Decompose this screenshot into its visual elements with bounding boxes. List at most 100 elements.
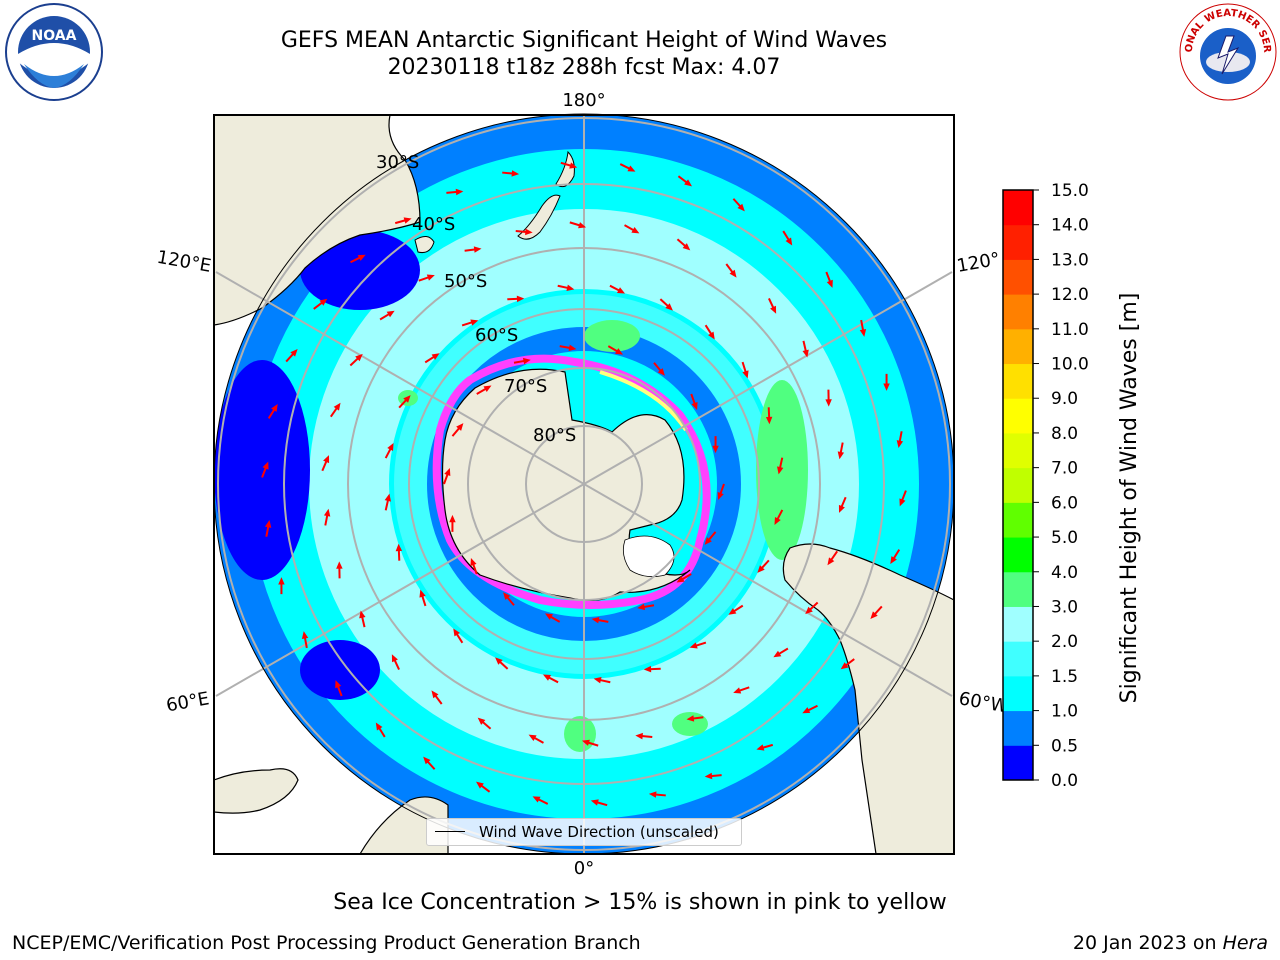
colorbar-segment	[1003, 294, 1033, 330]
colorbar-tick-label: 0.0	[1051, 771, 1078, 791]
wind-wave-arrow	[513, 357, 531, 365]
wind-wave-arrow	[321, 455, 330, 472]
wind-wave-arrow	[477, 717, 492, 730]
wind-wave-arrow	[329, 402, 341, 418]
wind-wave-arrow	[264, 519, 272, 537]
legend-line-sample	[435, 831, 465, 832]
wind-wave-arrow	[704, 324, 715, 340]
chart-subtitle: 20230118 t18z 288h fcst Max: 4.07	[387, 55, 781, 80]
wind-wave-arrow	[375, 722, 386, 738]
wind-wave-arrow	[825, 271, 833, 288]
colorbar-tick-label: 9.0	[1051, 389, 1078, 409]
wind-wave-arrow	[899, 490, 907, 507]
wind-wave-arrow	[725, 263, 737, 278]
wind-wave-arrow	[896, 431, 904, 449]
wind-wave-arrow	[394, 217, 412, 225]
wind-wave-arrow	[391, 654, 400, 671]
colorbar-tick-label: 1.5	[1051, 667, 1078, 687]
sea-ice-note: Sea Ice Concentration > 15% is shown in …	[333, 890, 947, 915]
lon-label-180: 180°	[562, 90, 605, 111]
wind-wave-arrow	[591, 617, 609, 624]
colorbar-frame	[1002, 189, 1034, 781]
wind-wave-arrow	[704, 772, 722, 780]
nws-logo: NATIONAL WEATHER SERVICE	[1178, 2, 1277, 101]
lon-label-0: 0°	[574, 858, 594, 879]
noaa-logo: NOAA	[5, 3, 103, 101]
wind-wave-arrow	[419, 589, 427, 607]
wind-wave-arrow	[624, 224, 640, 234]
colorbar-tick-label: 6.0	[1051, 493, 1078, 513]
wind-wave-arrow	[476, 385, 492, 395]
wind-wave-arrow	[515, 228, 533, 236]
wind-wave-arrow	[451, 423, 464, 437]
wind-wave-arrow	[336, 561, 343, 579]
wind-wave-arrow	[676, 573, 692, 583]
colorbar-segment	[1003, 224, 1033, 260]
lat-label-50s: 50°S	[444, 271, 487, 292]
colorbar-segment	[1003, 537, 1033, 573]
colorbar-segment	[1003, 641, 1033, 677]
wind-wave-arrow	[560, 161, 578, 169]
wind-wave-arrow	[805, 601, 819, 615]
wind-wave-arrow	[827, 550, 839, 566]
wind-wave-arrow	[883, 373, 890, 391]
wind-wave-arrow	[507, 295, 525, 303]
wind-wave-arrow	[777, 457, 784, 475]
colorbar-tick-label: 11.0	[1051, 320, 1089, 340]
colorbar-segment	[1003, 467, 1033, 503]
new-zealand-north	[555, 150, 575, 188]
low-wave-patch-nw	[300, 230, 420, 310]
wind-wave-arrow	[870, 605, 883, 619]
colorbar-tick-label: 3.0	[1051, 597, 1078, 617]
wind-wave-arrow	[840, 658, 855, 670]
wind-wave-arrow	[593, 677, 611, 684]
colorbar-segment	[1003, 502, 1033, 538]
wind-wave-arrow	[569, 221, 587, 229]
wind-wave-arrow	[301, 631, 309, 649]
colorbar-tick-label: 4.0	[1051, 563, 1078, 583]
legend: Wind Wave Direction (unscaled)	[426, 818, 742, 846]
wind-wave-arrow	[431, 690, 443, 705]
wind-wave-arrow	[502, 170, 520, 177]
wind-wave-arrow	[461, 319, 479, 327]
wind-wave-arrow	[261, 461, 269, 478]
wind-wave-arrow	[773, 647, 789, 658]
wind-wave-arrow	[449, 514, 456, 532]
colorbar-tick-label: 14.0	[1051, 216, 1089, 236]
wind-wave-arrow	[542, 674, 559, 684]
wind-wave-arrow	[741, 361, 749, 379]
colorbar-tick-label: 0.5	[1051, 736, 1078, 756]
colorbar-label: Significant Height of Wind Waves [m]	[1117, 292, 1142, 704]
wind-wave-arrow	[464, 246, 482, 253]
wind-wave-arrow	[503, 592, 515, 606]
wind-wave-arrow	[285, 349, 298, 363]
colorbar-segment	[1003, 606, 1033, 642]
colorbar-segment	[1003, 190, 1033, 226]
wind-wave-arrow	[659, 298, 673, 311]
wind-wave-arrow	[418, 274, 435, 282]
colorbar-tick-label: 1.0	[1051, 702, 1078, 722]
wind-wave-arrow	[690, 393, 698, 410]
wind-wave-arrow	[802, 340, 809, 358]
wind-wave-arrow	[648, 791, 666, 798]
wind-wave-arrow	[609, 284, 626, 294]
wind-wave-arrow	[704, 531, 717, 545]
wind-wave-arrow	[859, 319, 867, 337]
colorbar-tick-label: 10.0	[1051, 355, 1089, 375]
wind-wave-arrow	[774, 509, 784, 526]
wind-wave-arrow	[717, 483, 725, 500]
antarctic-ice-shelf	[622, 535, 675, 578]
high-wave-patch-south	[564, 716, 596, 752]
wind-wave-arrow	[423, 756, 436, 770]
high-wave-patch-north	[584, 320, 640, 352]
colorbar-tick-label: 2.0	[1051, 632, 1078, 652]
low-wave-patch-west	[214, 360, 310, 580]
lon-label-120e: 120°E	[155, 247, 213, 277]
colorbar-segment	[1003, 398, 1033, 434]
plot-frame	[213, 114, 955, 855]
wind-wave-arrow	[676, 238, 691, 251]
wind-wave-arrow	[782, 230, 793, 246]
date-stamp: 20 Jan 2023 on Hera	[1073, 932, 1268, 954]
wind-wave-arrow	[712, 436, 719, 454]
